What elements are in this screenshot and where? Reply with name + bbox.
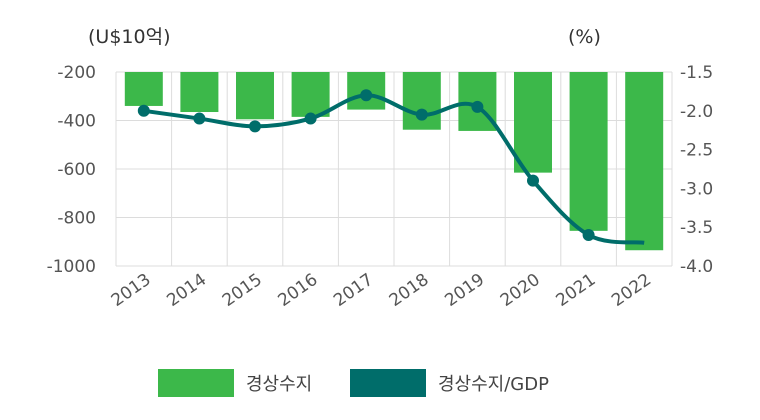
right-tick-label-2: -2.5 [680,141,713,161]
bar-2016 [291,72,330,117]
line-point-2014 [193,112,206,125]
line-point-2017 [360,89,373,102]
line-point-2021 [582,228,595,241]
left-axis-unit-label: (U$10억) [88,26,170,48]
x-tick-label-2021: 2021 [553,270,600,311]
right-tick-label-5: -4.0 [680,257,713,277]
line-point-2015 [249,120,261,133]
right-tick-label-1: -2.0 [680,102,713,122]
x-tick-label-2020: 2020 [497,270,544,311]
bar-2014 [180,72,219,113]
legend-swatch-line [350,369,426,397]
x-tick-label-2013: 2013 [108,270,155,311]
x-axis: 2013 2014 2015 2016 2017 2018 2019 2020 2021 2022 [108,270,655,311]
bar-2021 [569,72,608,231]
line-point-2019 [471,100,484,113]
left-tick-label-3: -800 [57,209,96,229]
bar-series [124,72,664,251]
x-tick-label-2016: 2016 [275,270,322,311]
bar-2022 [625,72,664,251]
left-tick-label-4: -1000 [47,257,96,277]
legend-label-bar: 경상수지 [246,374,312,395]
left-tick-label-2: -600 [57,160,96,180]
line-point-2013 [137,104,150,117]
legend: 경상수지 경상수지/GDP [158,369,549,397]
x-tick-label-2019: 2019 [441,270,488,311]
x-tick-label-2022: 2022 [608,270,655,311]
x-tick-label-2017: 2017 [330,270,377,311]
right-tick-label-3: -3.0 [680,179,713,199]
bar-2018 [402,72,441,130]
x-tick-label-2015: 2015 [219,270,266,311]
bar-2020 [514,72,552,173]
x-tick-label-2018: 2018 [386,270,433,311]
line-point-2018 [415,108,428,121]
line-series [137,89,645,245]
right-axis-unit-label: (%) [568,26,601,48]
bar-2013 [124,72,163,106]
line-point-2016 [304,112,317,125]
right-tick-label-0: -1.5 [680,63,713,83]
line-path [143,93,645,245]
right-axis: -1.5 -2.0 -2.5 -3.0 -3.5 -4.0 [680,63,713,277]
left-tick-label-1: -400 [57,112,96,132]
left-tick-label-0: -200 [57,63,96,83]
right-tick-label-4: -3.5 [680,218,713,238]
left-axis: -200 -400 -600 -800 -1000 [47,63,96,277]
line-point-2020 [527,174,539,187]
bar-2015 [236,72,274,120]
legend-label-line: 경상수지/GDP [438,374,549,395]
legend-swatch-bar [158,369,234,397]
x-tick-label-2014: 2014 [163,270,210,311]
